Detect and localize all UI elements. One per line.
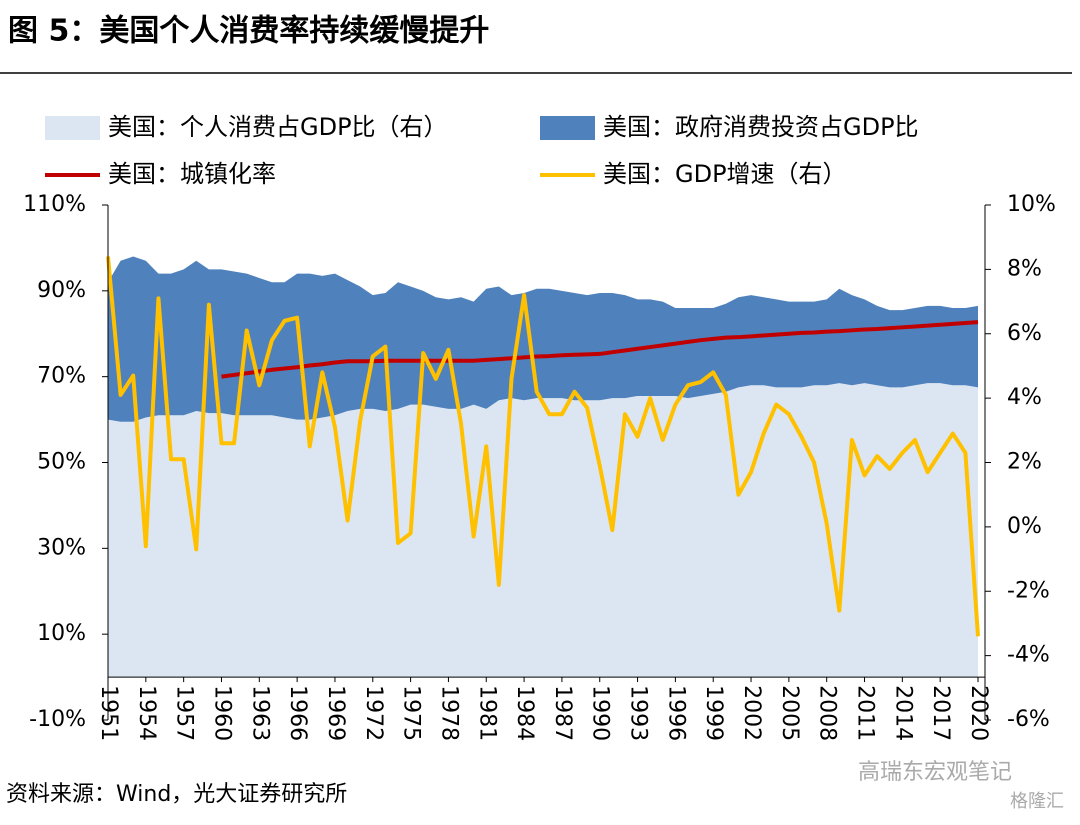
legend-label: 美国：政府消费投资占GDP比 bbox=[603, 113, 919, 141]
y-tick-label: 70% bbox=[37, 364, 86, 389]
x-tick-label: 2008 bbox=[815, 685, 840, 741]
y2-tick-label: -6% bbox=[1007, 707, 1050, 732]
x-tick-label: 1969 bbox=[323, 685, 348, 741]
x-tick-label: 2002 bbox=[739, 685, 764, 741]
x-tick-label: 1975 bbox=[399, 685, 424, 741]
x-tick-label: 2011 bbox=[853, 685, 878, 741]
x-tick-label: 1984 bbox=[512, 685, 537, 741]
x-tick-label: 1972 bbox=[361, 685, 386, 741]
x-tick-label: 2014 bbox=[890, 685, 915, 741]
x-tick-label: 2005 bbox=[777, 685, 802, 741]
x-tick-label: 2020 bbox=[966, 685, 991, 741]
y2-tick-label: -2% bbox=[1007, 578, 1050, 603]
x-tick-label: 2017 bbox=[928, 685, 953, 741]
legend-label: 美国：个人消费占GDP比（右） bbox=[108, 113, 448, 141]
y2-tick-label: 2% bbox=[1007, 450, 1042, 475]
y2-tick-label: 10% bbox=[1007, 192, 1056, 217]
y-tick-label: 30% bbox=[37, 535, 86, 560]
x-tick-label: 1957 bbox=[172, 685, 197, 741]
source: 资料来源：Wind，光大证券研究所 bbox=[6, 782, 347, 807]
line bbox=[106, 256, 980, 637]
x-tick-label: 1960 bbox=[209, 685, 234, 741]
area bbox=[108, 383, 978, 678]
y2-tick-label: -4% bbox=[1007, 643, 1050, 668]
y2-tick-label: 6% bbox=[1007, 321, 1042, 346]
x-tick-label: 1963 bbox=[247, 685, 272, 741]
x-tick-label: 1966 bbox=[285, 685, 310, 741]
x-tick-label: 1951 bbox=[96, 685, 121, 741]
watermark: 高瑞东宏观笔记 bbox=[858, 760, 1012, 785]
watermark: 格隆汇 bbox=[1010, 791, 1064, 812]
y2-tick-label: 8% bbox=[1007, 256, 1042, 281]
legend-label: 美国：GDP增速（右） bbox=[603, 160, 847, 188]
line bbox=[221, 320, 979, 379]
x-tick-label: 1996 bbox=[663, 685, 688, 741]
y-tick-label: 110% bbox=[23, 192, 86, 217]
x-tick-label: 1987 bbox=[550, 685, 575, 741]
legend-label: 美国：城镇化率 bbox=[108, 160, 276, 188]
chart-title: 图 5：美国个人消费率持续缓慢提升 bbox=[8, 14, 489, 49]
x-tick-label: 1978 bbox=[436, 685, 461, 741]
y2-tick-label: 0% bbox=[1007, 514, 1042, 539]
legend-swatch bbox=[45, 116, 100, 140]
x-tick-label: 1981 bbox=[474, 685, 499, 741]
y-tick-label: 50% bbox=[37, 450, 86, 475]
y-tick-label: 90% bbox=[37, 278, 86, 303]
x-tick-label: 1990 bbox=[588, 685, 613, 741]
y-tick-label: 10% bbox=[37, 621, 86, 646]
y-tick-label: -10% bbox=[29, 707, 86, 732]
legend-swatch bbox=[540, 116, 595, 140]
y2-tick-label: 4% bbox=[1007, 385, 1042, 410]
x-tick-label: 1954 bbox=[134, 685, 159, 741]
x-tick-label: 1999 bbox=[701, 685, 726, 741]
x-tick-label: 1993 bbox=[626, 685, 651, 741]
